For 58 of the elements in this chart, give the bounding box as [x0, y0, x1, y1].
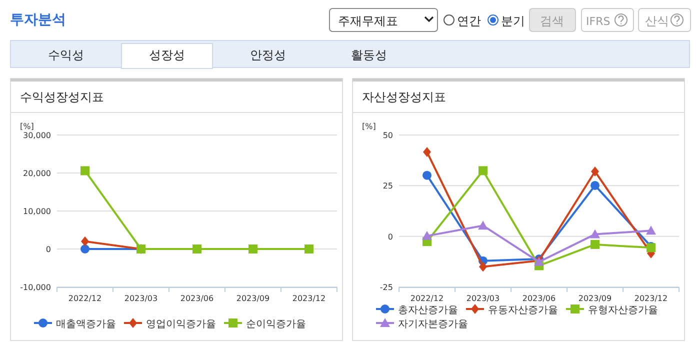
legend-label: 순이익증가율	[246, 319, 306, 330]
text: 안정성	[250, 48, 286, 62]
y-axis-title: [%]	[362, 122, 376, 131]
x-tick-label: 2023/03	[466, 294, 500, 303]
text: 수익성	[48, 48, 84, 62]
y-tick-label: 10,000	[23, 207, 51, 216]
x-tick-label: 2023/09	[578, 294, 612, 303]
y-axis-title: [%]	[20, 122, 34, 131]
point	[80, 166, 90, 176]
text: 연간	[457, 14, 481, 28]
chart-title: 자산성장성지표	[362, 90, 446, 104]
point	[422, 170, 432, 180]
x-tick-label: 2023/09	[236, 294, 270, 303]
text: 분기	[501, 14, 525, 28]
y-tick-label: 0	[388, 232, 393, 242]
point	[478, 166, 488, 176]
text: IFRS	[586, 15, 610, 28]
y-tick-label: 0	[46, 245, 51, 254]
x-tick-label: 2023/03	[124, 294, 158, 303]
point	[590, 180, 600, 190]
x-tick-label: 2023/06	[180, 294, 214, 303]
text: 활동성	[351, 48, 387, 62]
legend-label: 자기자본증가율	[398, 319, 468, 330]
x-tick-label: 2023/12	[634, 294, 668, 303]
text: 투자분석	[10, 12, 66, 28]
point	[478, 220, 488, 230]
text: 성장성	[149, 48, 185, 62]
legend-label: 영업이익증가율	[146, 319, 216, 330]
y-tick-label: 50	[382, 131, 393, 140]
x-tick-label: 2022/12	[68, 294, 102, 303]
x-tick-label: 2023/12	[292, 294, 326, 303]
point	[304, 244, 314, 254]
y-tick-label: -25	[380, 283, 393, 292]
legend-label: 유형자산증가율	[588, 305, 658, 316]
legend-label: 총자산증가율	[398, 305, 458, 316]
text: 산식	[645, 14, 669, 28]
legend-label: 매출액증가율	[56, 319, 116, 330]
point	[646, 226, 656, 235]
point	[590, 229, 600, 238]
point	[590, 240, 600, 249]
y-tick-label: 25	[382, 182, 393, 191]
point	[479, 262, 487, 272]
chart-title: 수익성장성지표	[20, 90, 104, 104]
x-tick-label: 2023/06	[522, 294, 556, 303]
point	[422, 230, 432, 240]
point	[248, 244, 258, 254]
point	[80, 244, 90, 254]
point	[81, 236, 89, 246]
point	[591, 166, 599, 176]
legend-label: 유동자산증가율	[488, 305, 558, 316]
point	[423, 147, 431, 158]
x-tick-label: 2022/12	[410, 294, 444, 303]
point	[192, 244, 202, 254]
text: 주재무제표	[338, 14, 398, 28]
text: 검색	[540, 14, 564, 28]
y-tick-label: 30,000	[23, 131, 51, 140]
y-tick-label: -10,000	[20, 283, 51, 292]
y-tick-label: 20,000	[23, 169, 51, 178]
